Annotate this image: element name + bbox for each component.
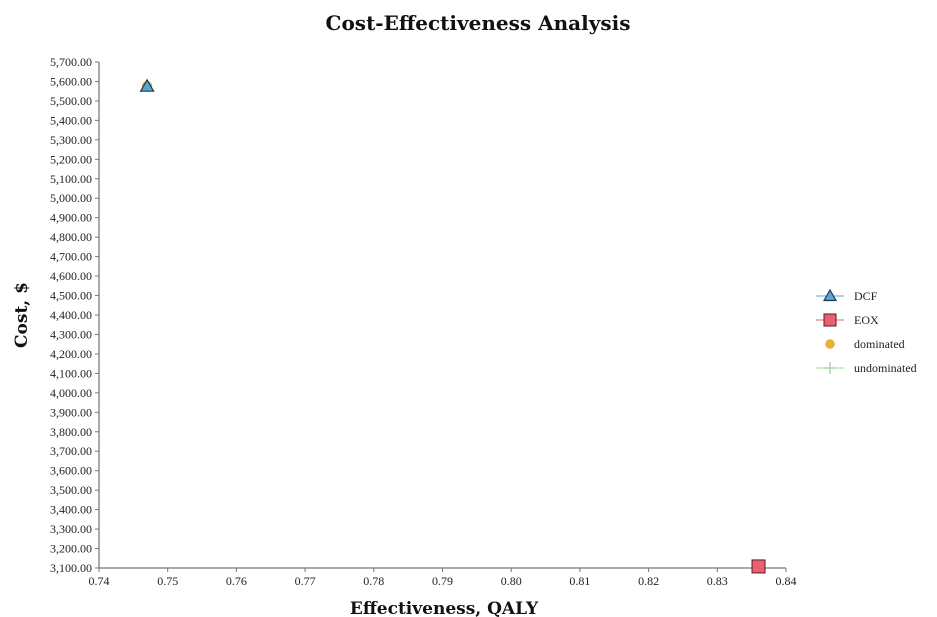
legend-item-dominated: dominated — [825, 337, 905, 351]
legend-label: dominated — [854, 337, 905, 351]
y-tick-label: 3,600.00 — [50, 464, 92, 478]
x-tick-label: 0.84 — [776, 574, 797, 588]
y-tick-label: 4,100.00 — [50, 366, 92, 380]
y-tick-label: 4,700.00 — [50, 250, 92, 264]
y-tick-label: 3,400.00 — [50, 503, 92, 517]
y-tick-label: 5,500.00 — [50, 94, 92, 108]
y-axis-title: Cost, $ — [12, 282, 32, 348]
x-axis-title: Effectiveness, QALY — [350, 599, 539, 617]
x-tick-label: 0.76 — [226, 574, 247, 588]
x-tick-label: 0.79 — [432, 574, 453, 588]
y-tick-label: 3,700.00 — [50, 444, 92, 458]
legend: DCF EOX dominated undominated — [816, 288, 917, 375]
y-tick-label: 3,300.00 — [50, 522, 92, 536]
x-tick-label: 0.82 — [638, 574, 659, 588]
point-dcf — [139, 78, 155, 92]
y-tick-label: 5,600.00 — [50, 74, 92, 88]
legend-marker-plus — [824, 362, 836, 374]
y-tick-label: 4,600.00 — [50, 269, 92, 283]
x-axis: 0.74 0.75 0.76 0.77 0.78 0.79 0.80 0.81 0.82 0.83… — [89, 567, 797, 588]
legend-item-eox: EOX — [816, 313, 879, 327]
legend-marker-square — [823, 313, 837, 327]
y-tick-label: 4,900.00 — [50, 211, 92, 225]
y-tick-label: 4,800.00 — [50, 230, 92, 244]
x-tick-label: 0.83 — [707, 574, 728, 588]
legend-label: EOX — [854, 313, 879, 327]
y-tick-label: 3,500.00 — [50, 483, 92, 497]
chart-title: Cost-Effectiveness Analysis — [326, 11, 631, 35]
y-tick-label: 4,200.00 — [50, 347, 92, 361]
x-tick-label: 0.78 — [363, 574, 384, 588]
y-tick-label: 5,400.00 — [50, 113, 92, 127]
x-tick-label: 0.77 — [295, 574, 316, 588]
y-tick-label: 5,700.00 — [50, 55, 92, 69]
x-tick-label: 0.74 — [89, 574, 110, 588]
legend-label: undominated — [854, 361, 917, 375]
y-tick-label: 3,200.00 — [50, 542, 92, 556]
data-points — [139, 78, 766, 574]
y-tick-label: 5,000.00 — [50, 191, 92, 205]
legend-item-dcf: DCF — [816, 288, 878, 303]
x-tick-label: 0.75 — [157, 574, 178, 588]
y-axis: 3,100.00 3,200.00 3,300.00 3,400.00 3,500.00… — [50, 55, 100, 575]
legend-marker-triangle — [822, 288, 838, 302]
y-tick-label: 5,300.00 — [50, 133, 92, 147]
y-tick-label: 5,200.00 — [50, 152, 92, 166]
y-tick-label: 4,400.00 — [50, 308, 92, 322]
y-tick-label: 3,900.00 — [50, 405, 92, 419]
y-tick-label: 4,500.00 — [50, 289, 92, 303]
x-tick-label: 0.80 — [501, 574, 522, 588]
legend-item-undominated: undominated — [816, 361, 917, 375]
y-tick-label: 3,100.00 — [50, 561, 92, 575]
x-tick-label: 0.81 — [569, 574, 590, 588]
legend-label: DCF — [854, 289, 878, 303]
y-tick-label: 4,000.00 — [50, 386, 92, 400]
legend-marker-circle — [825, 339, 835, 349]
point-eox — [751, 559, 766, 574]
y-tick-label: 5,100.00 — [50, 172, 92, 186]
y-tick-label: 4,300.00 — [50, 327, 92, 341]
y-tick-label: 3,800.00 — [50, 425, 92, 439]
